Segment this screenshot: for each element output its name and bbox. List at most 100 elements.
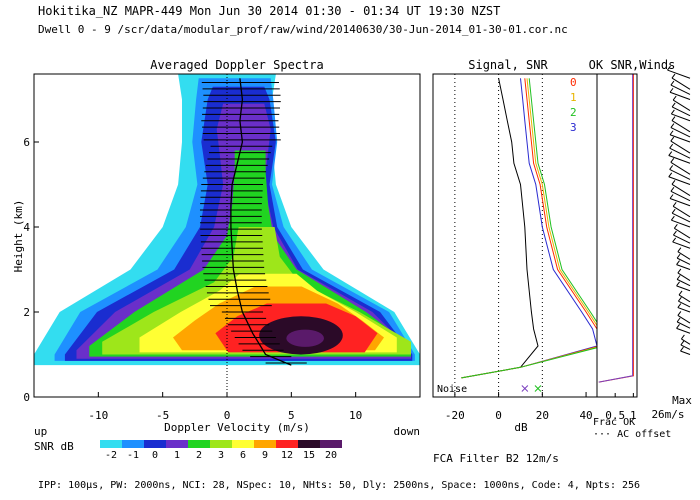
wind-barb-flag xyxy=(676,317,681,323)
snr-legend-tick: -1 xyxy=(127,450,139,461)
spectra-y-label: Height (km) xyxy=(12,200,25,273)
spectra-y-tick-label: 4 xyxy=(23,221,30,234)
wind-barb-flag xyxy=(669,143,674,149)
wind-barb-flag xyxy=(669,194,674,199)
channel-label-0: 0 xyxy=(570,76,577,89)
wind-barb xyxy=(671,212,691,223)
snr-legend-swatch xyxy=(210,440,232,448)
wind-barb xyxy=(669,169,691,180)
wind-barb-flag xyxy=(677,303,682,308)
wind-barb-flag xyxy=(668,151,673,156)
channel-label-3: 3 xyxy=(570,121,577,134)
spectra-x-label: Doppler Velocity (m/s) xyxy=(164,421,310,434)
wind-barb-flag xyxy=(672,237,677,243)
channel-label-1: 1 xyxy=(570,91,577,104)
noise-label: Noise xyxy=(437,384,467,395)
wind-barb-flag xyxy=(676,281,680,287)
snr-legend-swatch xyxy=(320,440,342,448)
wind-barb-flag xyxy=(670,158,675,163)
snr-legend-tick-labels: -2 -1 0 1 2 3 6 9 12 15 20 xyxy=(105,450,337,461)
wind-barb xyxy=(672,205,691,218)
signal-series-2 xyxy=(461,78,597,379)
snr-legend-tick: 1 xyxy=(174,450,180,461)
wind-barb xyxy=(672,241,691,249)
wind-barb xyxy=(671,219,691,228)
signal-title: Signal, SNR xyxy=(468,58,548,72)
wind-barb xyxy=(677,315,691,324)
wind-barb xyxy=(680,344,691,350)
wind-barb-flag xyxy=(668,172,673,178)
snr-legend-swatch xyxy=(276,440,298,448)
wind-barb-flag xyxy=(670,80,675,86)
wind-barb-flag xyxy=(676,260,680,265)
wind-barb xyxy=(671,77,691,90)
wind-barb-flag xyxy=(669,87,674,93)
wind-barb xyxy=(681,338,691,345)
wind-barb-flag xyxy=(670,136,675,142)
snr-legend-tick: 12 xyxy=(281,450,293,461)
snr-legend-swatch xyxy=(188,440,210,448)
ok-fraction-panel: OK SNR,Winds Frac OK ··· AC offset 0.5 1 xyxy=(589,58,676,440)
wind-barbs-panel: Max 26m/s xyxy=(651,65,692,421)
spectra-x-tick-label: 0 xyxy=(224,409,231,422)
wind-barb-flag xyxy=(672,95,677,101)
max-label: Max xyxy=(672,394,692,407)
radar-parameters: IPP: 100μs, PW: 2000ns, NCI: 28, NSpec: … xyxy=(38,480,641,491)
wind-barb-flag xyxy=(670,109,675,115)
snr-legend-tick: 3 xyxy=(218,450,224,461)
channel-legend: 0 1 2 3 xyxy=(570,76,577,134)
snr-legend-swatch xyxy=(122,440,144,448)
snr-contour-20 xyxy=(286,329,324,347)
doppler-spectra-panel: Averaged Doppler Spectra Doppler Velocit… xyxy=(12,58,421,438)
spectra-x-tick-label: 10 xyxy=(349,409,362,422)
wind-barb-flag xyxy=(676,275,681,280)
snr-legend-tick: 0 xyxy=(152,450,158,461)
wind-barb xyxy=(676,278,691,287)
wind-barb xyxy=(678,294,691,303)
ac-offset-label: ··· AC offset xyxy=(593,429,671,440)
snr-legend-tick: 6 xyxy=(240,450,246,461)
snr-legend-tick: 15 xyxy=(303,450,315,461)
ok-x-ticks: 0.5 1 xyxy=(605,393,637,422)
wind-barb xyxy=(671,183,691,196)
wind-barb xyxy=(670,140,691,154)
wind-barb-flag xyxy=(671,116,676,121)
wind-barb xyxy=(676,327,691,334)
snr-legend-swatch xyxy=(100,440,122,448)
wind-barb xyxy=(670,127,691,138)
wind-barb xyxy=(667,69,691,79)
wind-barb xyxy=(668,176,691,185)
ok-plot-background xyxy=(597,74,637,397)
wind-barb-flag xyxy=(676,253,681,259)
snr-legend-tick: 2 xyxy=(196,450,202,461)
wind-barb-flag xyxy=(669,165,674,170)
signal-x-tick-label: 40 xyxy=(579,409,592,422)
spectra-y-ticks: 0 2 4 6 xyxy=(23,136,39,404)
signal-x-tick-label: 0 xyxy=(495,409,502,422)
wind-barb xyxy=(677,251,691,260)
wind-barb xyxy=(668,155,691,164)
snr-legend-label: SNR dB xyxy=(34,440,74,453)
wind-barb-flag xyxy=(670,123,675,128)
snr-legend-swatch xyxy=(254,440,276,448)
signal-lines-layer xyxy=(454,74,597,397)
wind-barb xyxy=(677,272,691,281)
signal-snr-panel: Signal, SNR dB Noise FCA Filter B2 12m/s… xyxy=(432,58,598,465)
header-file-path: Dwell 0 - 9 /scr/data/modular_prof/raw/w… xyxy=(38,23,568,36)
spectra-up-label: up xyxy=(34,425,47,438)
wind-barb xyxy=(676,257,691,265)
wind-barb-flag xyxy=(671,73,676,79)
channel-label-2: 2 xyxy=(570,106,577,119)
wind-barb-flag xyxy=(677,268,682,274)
wind-barb xyxy=(674,227,691,239)
wind-barb xyxy=(669,198,691,207)
signal-series-0 xyxy=(461,78,597,379)
ok-plot-frame xyxy=(596,73,638,398)
snr-contour-layer xyxy=(34,74,420,366)
header-title: Hokitika_NZ MAPR-449 Mon Jun 30 2014 01:… xyxy=(38,4,501,18)
wind-barb xyxy=(676,285,691,292)
snr-legend-swatch xyxy=(144,440,166,448)
wind-barb-flag xyxy=(667,65,671,71)
